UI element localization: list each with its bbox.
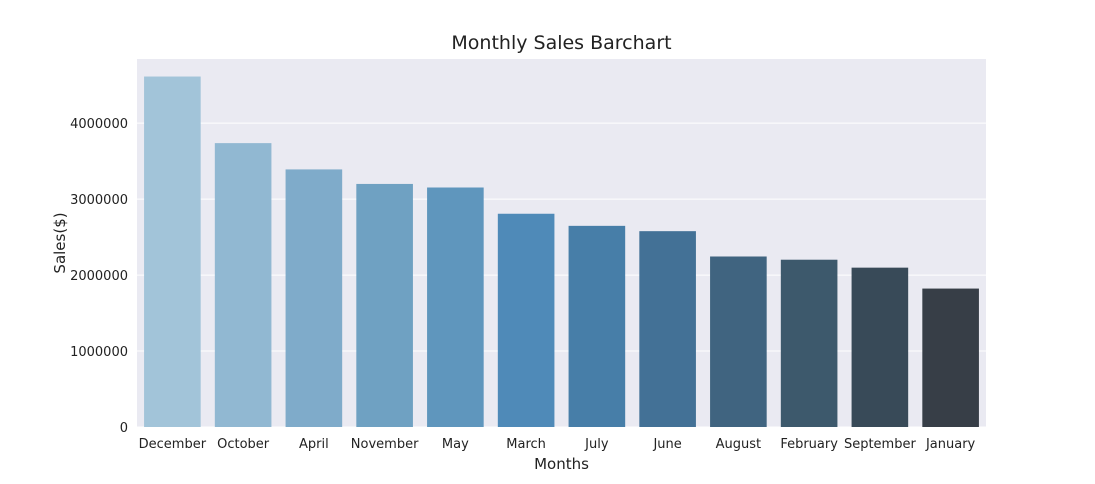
chart-title: Monthly Sales Barchart — [451, 32, 671, 54]
x-tick-label: May — [442, 437, 469, 452]
bar-august — [710, 256, 767, 427]
y-tick-label: 1000000 — [70, 345, 128, 360]
x-tick-label: November — [351, 437, 419, 452]
bar-april — [285, 169, 343, 427]
bar-june — [639, 231, 696, 427]
x-tick-label: January — [925, 437, 976, 452]
bar-february — [780, 259, 838, 427]
y-tick-label: 3000000 — [70, 193, 128, 208]
x-tick-label: September — [844, 437, 917, 452]
y-tick-label: 0 — [120, 421, 128, 436]
bar-december — [144, 76, 201, 427]
bar-september — [851, 267, 909, 427]
y-axis-label: Sales($) — [51, 212, 69, 273]
x-axis-label: Months — [534, 455, 589, 473]
bars — [144, 76, 979, 427]
bar-may — [427, 187, 484, 427]
x-tick-label: August — [716, 437, 762, 452]
x-tick-label: March — [506, 437, 546, 452]
plot-area — [137, 59, 986, 427]
x-tick-label: February — [780, 437, 838, 452]
x-tick-label: April — [299, 437, 329, 452]
bar-january — [922, 288, 979, 427]
bar-october — [214, 143, 272, 427]
bar-july — [568, 225, 626, 427]
x-tick-label: July — [584, 437, 609, 452]
grid-lines — [137, 122, 986, 428]
x-tick-label: December — [139, 437, 207, 452]
y-tick-labels: 0 1000000 2000000 3000000 4000000 — [70, 117, 128, 436]
bar-november — [356, 183, 413, 427]
bar-march — [497, 213, 555, 427]
y-tick-label: 4000000 — [70, 117, 128, 132]
x-tick-label: October — [217, 437, 270, 452]
x-tick-labels: December October April November May March July… — [139, 437, 976, 452]
y-tick-label: 2000000 — [70, 269, 128, 284]
x-tick-label: June — [652, 437, 681, 452]
